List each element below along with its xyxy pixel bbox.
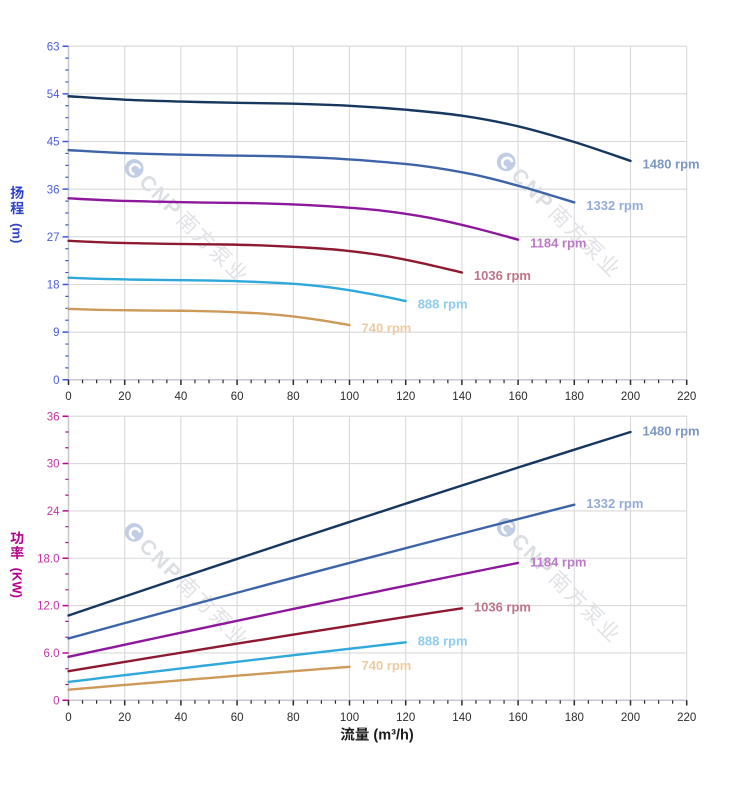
- svg-text:1332 rpm: 1332 rpm: [586, 198, 643, 213]
- svg-text:120: 120: [396, 391, 415, 403]
- svg-text:27: 27: [47, 232, 60, 244]
- svg-text:80: 80: [287, 391, 300, 403]
- svg-text:140: 140: [452, 391, 471, 403]
- svg-text:63: 63: [47, 41, 60, 53]
- svg-text:(m): (m): [10, 223, 25, 243]
- svg-text:24: 24: [47, 506, 60, 518]
- svg-text:0: 0: [53, 695, 59, 707]
- svg-text:(m³/h): (m³/h): [373, 728, 413, 744]
- svg-text:120: 120: [396, 712, 415, 724]
- svg-text:220: 220: [677, 712, 696, 724]
- svg-text:740 rpm: 740 rpm: [362, 321, 412, 336]
- svg-text:18.0: 18.0: [37, 553, 59, 565]
- svg-text:(KW): (KW): [10, 568, 25, 598]
- svg-text:180: 180: [565, 391, 584, 403]
- svg-text:36: 36: [47, 411, 60, 423]
- svg-text:740 rpm: 740 rpm: [362, 658, 412, 673]
- svg-text:200: 200: [621, 712, 640, 724]
- svg-text:160: 160: [509, 712, 528, 724]
- svg-text:54: 54: [47, 89, 60, 101]
- svg-text:100: 100: [340, 712, 359, 724]
- svg-text:9: 9: [53, 327, 59, 339]
- svg-text:888 rpm: 888 rpm: [418, 634, 468, 649]
- svg-text:30: 30: [47, 459, 60, 471]
- svg-text:6.0: 6.0: [44, 648, 60, 660]
- svg-text:160: 160: [509, 391, 528, 403]
- svg-text:200: 200: [621, 391, 640, 403]
- svg-text:140: 140: [452, 712, 471, 724]
- svg-text:1184 rpm: 1184 rpm: [530, 235, 586, 250]
- svg-text:45: 45: [47, 137, 60, 149]
- svg-text:1480 rpm: 1480 rpm: [643, 423, 700, 438]
- svg-text:20: 20: [118, 391, 131, 403]
- svg-text:18: 18: [47, 280, 60, 292]
- svg-text:220: 220: [677, 391, 696, 403]
- svg-text:888 rpm: 888 rpm: [418, 297, 468, 312]
- svg-text:80: 80: [287, 712, 300, 724]
- svg-text:60: 60: [231, 712, 244, 724]
- svg-text:0: 0: [65, 712, 71, 724]
- svg-text:1480 rpm: 1480 rpm: [643, 156, 700, 171]
- svg-text:180: 180: [565, 712, 584, 724]
- svg-text:20: 20: [118, 712, 131, 724]
- svg-text:12.0: 12.0: [37, 601, 59, 613]
- svg-text:1036 rpm: 1036 rpm: [474, 268, 531, 283]
- svg-text:60: 60: [231, 391, 244, 403]
- svg-text:36: 36: [47, 184, 60, 196]
- svg-text:40: 40: [175, 391, 188, 403]
- svg-text:1332 rpm: 1332 rpm: [586, 496, 643, 511]
- svg-text:1184 rpm: 1184 rpm: [530, 554, 586, 569]
- svg-text:40: 40: [175, 712, 188, 724]
- svg-text:1036 rpm: 1036 rpm: [474, 600, 531, 615]
- svg-text:100: 100: [340, 391, 359, 403]
- svg-text:0: 0: [65, 391, 71, 403]
- svg-text:0: 0: [53, 375, 59, 387]
